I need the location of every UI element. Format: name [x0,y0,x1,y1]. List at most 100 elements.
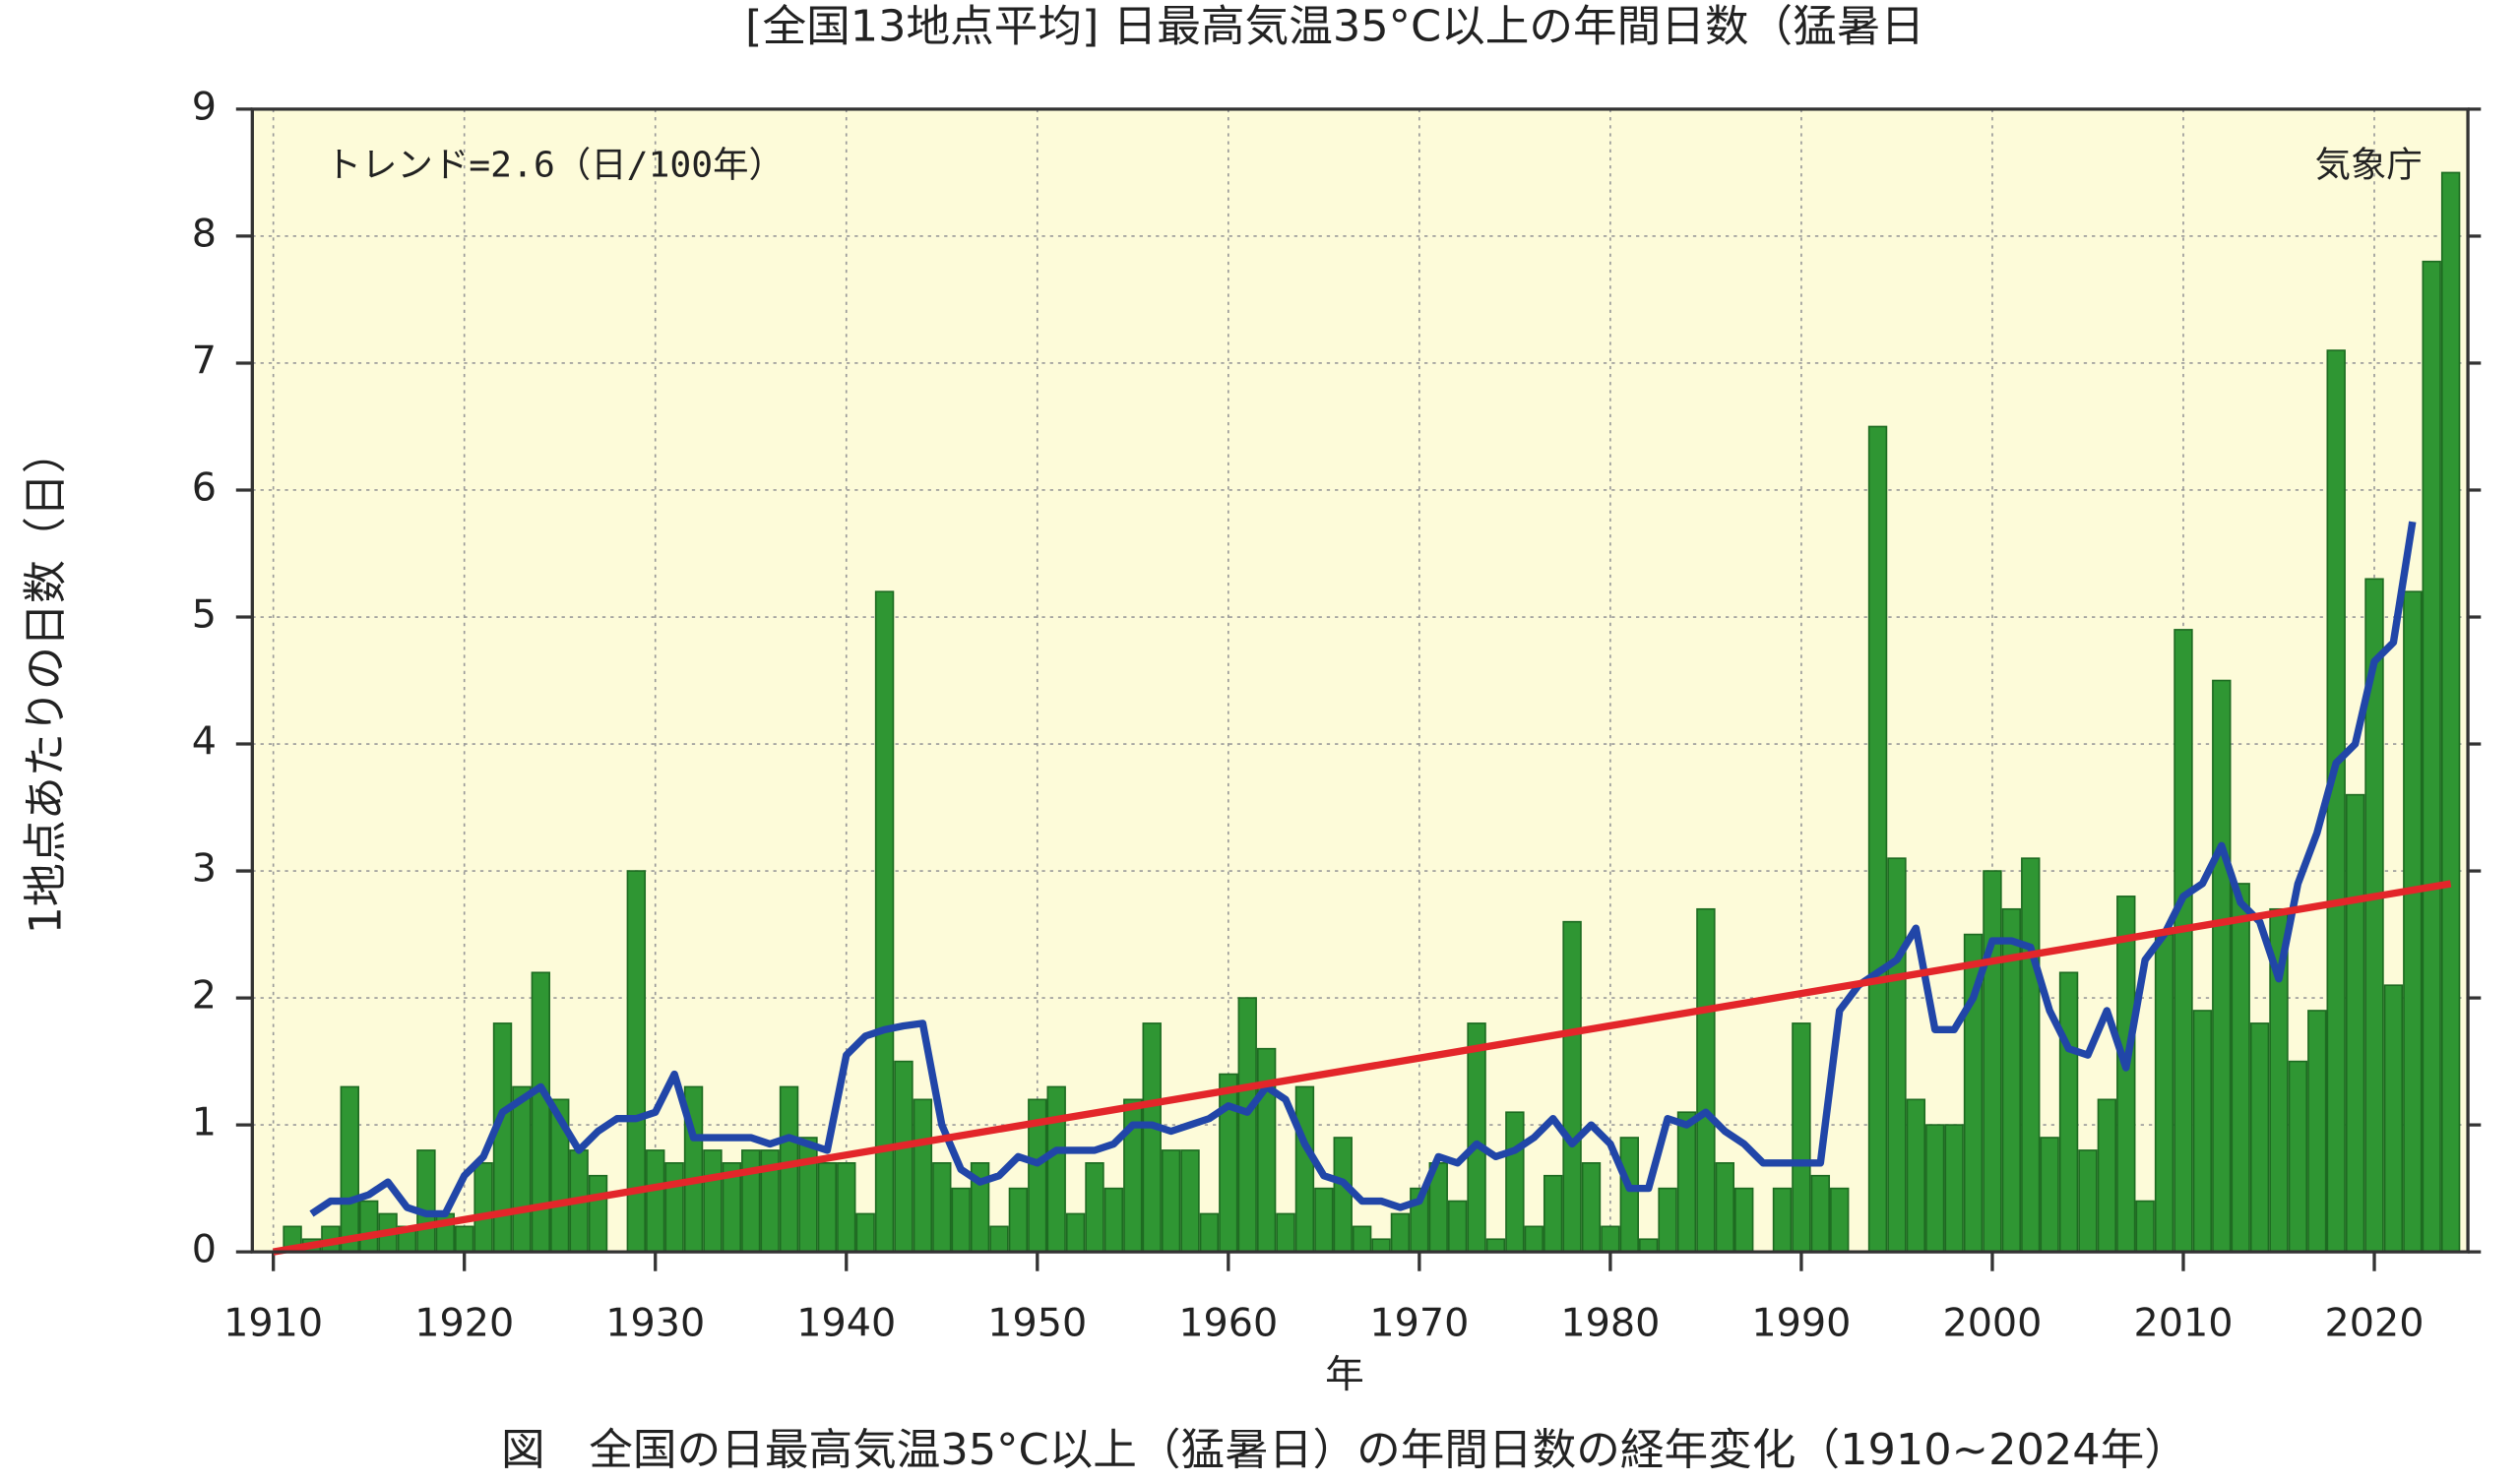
bar [1314,1187,1334,1253]
y-tick-label: 8 [192,212,217,257]
bar [989,1225,1009,1253]
y-tick-label: 1 [192,1100,217,1145]
bar [2192,1010,2213,1253]
bar [932,1162,952,1253]
y-tick-label: 3 [192,846,217,892]
x-tick-label: 1930 [605,1301,705,1346]
bar [1142,1022,1162,1253]
bar [1906,1098,1926,1253]
bar [2154,933,2174,1253]
bar [2345,793,2365,1253]
bar [2326,349,2346,1253]
bar [512,1085,532,1253]
x-axis-label: 年 [1325,1352,1364,1397]
bar [1543,1174,1563,1253]
line [309,521,2417,1218]
bar [1085,1162,1104,1253]
bar [1352,1225,1372,1253]
bar [2097,1098,2117,1253]
bar [1830,1187,1850,1253]
bar [416,1149,436,1253]
bar [1944,1124,1964,1253]
bar [703,1149,723,1253]
bar [1256,1047,1277,1253]
bar [1867,425,1888,1253]
x-tick-label: 2000 [1942,1301,2042,1346]
caption: 図 全国の日最高気温35°C以上（猛暑日）の年間日数の経年変化（1910~202… [501,1425,2188,1475]
bar [2440,171,2461,1253]
bar [2078,1149,2098,1253]
bar [1581,1162,1602,1253]
x-tick-label: 1910 [223,1301,323,1346]
x-tick-label: 1970 [1369,1301,1469,1346]
bar [1008,1187,1029,1253]
bar [1276,1212,1295,1253]
bar [1792,1022,1811,1253]
bar [798,1137,818,1253]
bar [473,1162,493,1253]
y-tick-label: 0 [192,1227,217,1272]
bar [2021,857,2041,1253]
y-tick-label: 6 [192,465,217,511]
chart-title: [全国13地点平均] 日最高気温35°C以上の年間日数（猛暑日 [745,2,1924,52]
x-tick-label: 1920 [414,1301,514,1346]
bar [2174,629,2193,1253]
bar [2231,883,2250,1253]
y-tick-label: 7 [192,339,217,384]
bar [2058,971,2079,1253]
bar [1524,1225,1544,1253]
bar [1219,1073,1238,1253]
bar [1734,1187,1754,1253]
bar [1485,1238,1506,1253]
x-tick-label: 1950 [987,1301,1087,1346]
bar [1505,1111,1525,1253]
bar [1810,1174,1831,1253]
bar [340,1085,359,1253]
bar [1772,1187,1793,1253]
bar [588,1174,608,1253]
bar [913,1098,933,1253]
annotation: 気象庁 [2315,144,2423,186]
bar [455,1225,474,1253]
bar [1333,1137,1353,1253]
bar [2422,260,2441,1253]
bar [817,1162,838,1253]
x-tick-label: 2020 [2325,1301,2425,1346]
bar [1887,857,1907,1253]
bar [1180,1149,1200,1253]
bar [1390,1212,1411,1253]
bar [646,1149,665,1253]
bar [2040,1137,2059,1253]
bar [1562,920,1582,1253]
bar [1294,1085,1315,1253]
bar [2212,679,2232,1253]
bar [1046,1085,1066,1253]
bar [1103,1187,1124,1253]
bar [1925,1124,1945,1253]
x-tick-label: 1940 [796,1301,896,1346]
bar [741,1149,761,1253]
bar [1696,907,1716,1253]
x-tick-label: 1990 [1751,1301,1851,1346]
bar [951,1187,971,1253]
bar [1638,1238,1659,1253]
y-tick-label: 2 [192,973,217,1019]
line [273,880,2452,1256]
x-tick-label: 1980 [1560,1301,1660,1346]
bar [2135,1200,2155,1253]
x-tick-label: 1960 [1178,1301,1278,1346]
bar [664,1162,684,1253]
bar [358,1200,379,1253]
bar [2249,1022,2270,1253]
bar [1237,997,1257,1253]
bar [1467,1022,1486,1253]
bar [1065,1212,1086,1253]
bar [837,1162,856,1253]
y-tick-label: 4 [192,719,217,765]
bar [2403,590,2423,1253]
bar [855,1212,875,1253]
bar [1447,1200,1468,1253]
bar [2307,1010,2327,1253]
y-axis-label: 1地点あたりの日数（日） [21,430,71,934]
